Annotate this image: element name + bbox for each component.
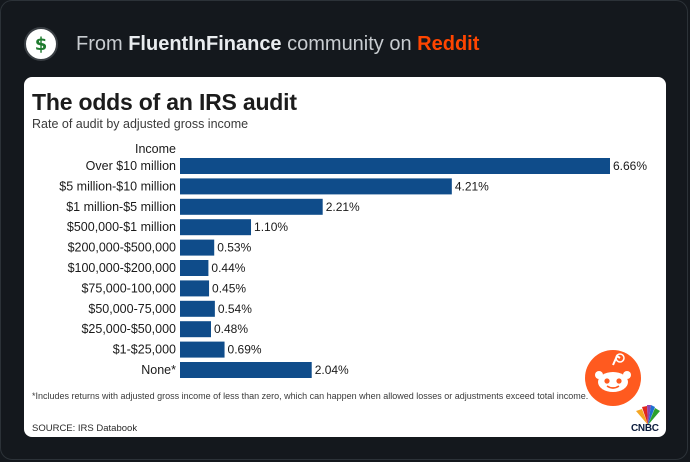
category-label: $1-$25,000 xyxy=(113,343,176,357)
value-label: 0.53% xyxy=(217,241,251,255)
bar xyxy=(180,341,225,358)
cnbc-peacock-icon xyxy=(636,405,660,425)
value-label: 0.48% xyxy=(214,322,248,336)
bar xyxy=(180,300,215,317)
category-label: $100,000-$200,000 xyxy=(68,261,176,275)
dollar-sign-icon: $ xyxy=(34,33,48,55)
cnbc-brand: CNBC xyxy=(631,423,659,434)
bar-chart: Income Over $10 million 6.66% $5 million-$… xyxy=(59,142,647,378)
bar xyxy=(180,178,452,195)
chart-title: The odds of an IRS audit xyxy=(32,89,297,115)
value-label: 6.66% xyxy=(613,159,647,173)
category-label: Over $10 million xyxy=(86,159,176,173)
chart-subtitle: Rate of audit by adjusted gross income xyxy=(32,117,249,131)
category-label: None* xyxy=(141,363,176,377)
chart-card[interactable]: The odds of an IRS audit Rate of audit b… xyxy=(24,77,666,437)
post-header: $ From FluentInFinance community on Redd… xyxy=(24,26,479,62)
value-label: 0.54% xyxy=(218,302,252,316)
value-label: 0.69% xyxy=(228,343,262,357)
platform-name[interactable]: Reddit xyxy=(417,32,480,55)
category-label: $25,000-$50,000 xyxy=(81,322,176,336)
source-middle: community on xyxy=(281,32,418,55)
bar xyxy=(180,260,209,276)
community-name[interactable]: FluentInFinance xyxy=(128,32,282,55)
bar xyxy=(180,239,215,256)
community-avatar[interactable]: $ xyxy=(24,27,58,61)
bar xyxy=(180,321,211,338)
value-label: 2.04% xyxy=(315,363,349,377)
category-label: $50,000-75,000 xyxy=(88,302,176,316)
value-label: 2.21% xyxy=(326,200,360,214)
value-label: 0.45% xyxy=(212,281,246,295)
category-label: $1 million-$5 million xyxy=(66,200,176,214)
bar xyxy=(180,158,610,174)
bar xyxy=(180,280,210,297)
reddit-snoo-icon[interactable] xyxy=(580,345,646,411)
category-label: $5 million-$10 million xyxy=(59,179,176,193)
bar xyxy=(180,362,312,378)
value-label: 0.44% xyxy=(211,261,245,275)
category-label: $75,000-100,000 xyxy=(81,281,176,295)
value-label: 1.10% xyxy=(254,220,288,234)
category-label: $200,000-$500,000 xyxy=(68,241,176,255)
post-source-line: From FluentInFinance community on Reddit xyxy=(76,33,479,56)
y-axis-label: Income xyxy=(135,142,176,156)
chart-source: SOURCE: IRS Databook xyxy=(32,423,138,434)
value-label: 4.21% xyxy=(455,179,489,193)
source-prefix: From xyxy=(76,32,129,55)
chart-footnote: *Includes returns with adjusted gross in… xyxy=(32,391,589,401)
bar xyxy=(180,198,323,215)
category-label: $500,000-$1 million xyxy=(67,220,176,234)
bar xyxy=(180,219,252,236)
